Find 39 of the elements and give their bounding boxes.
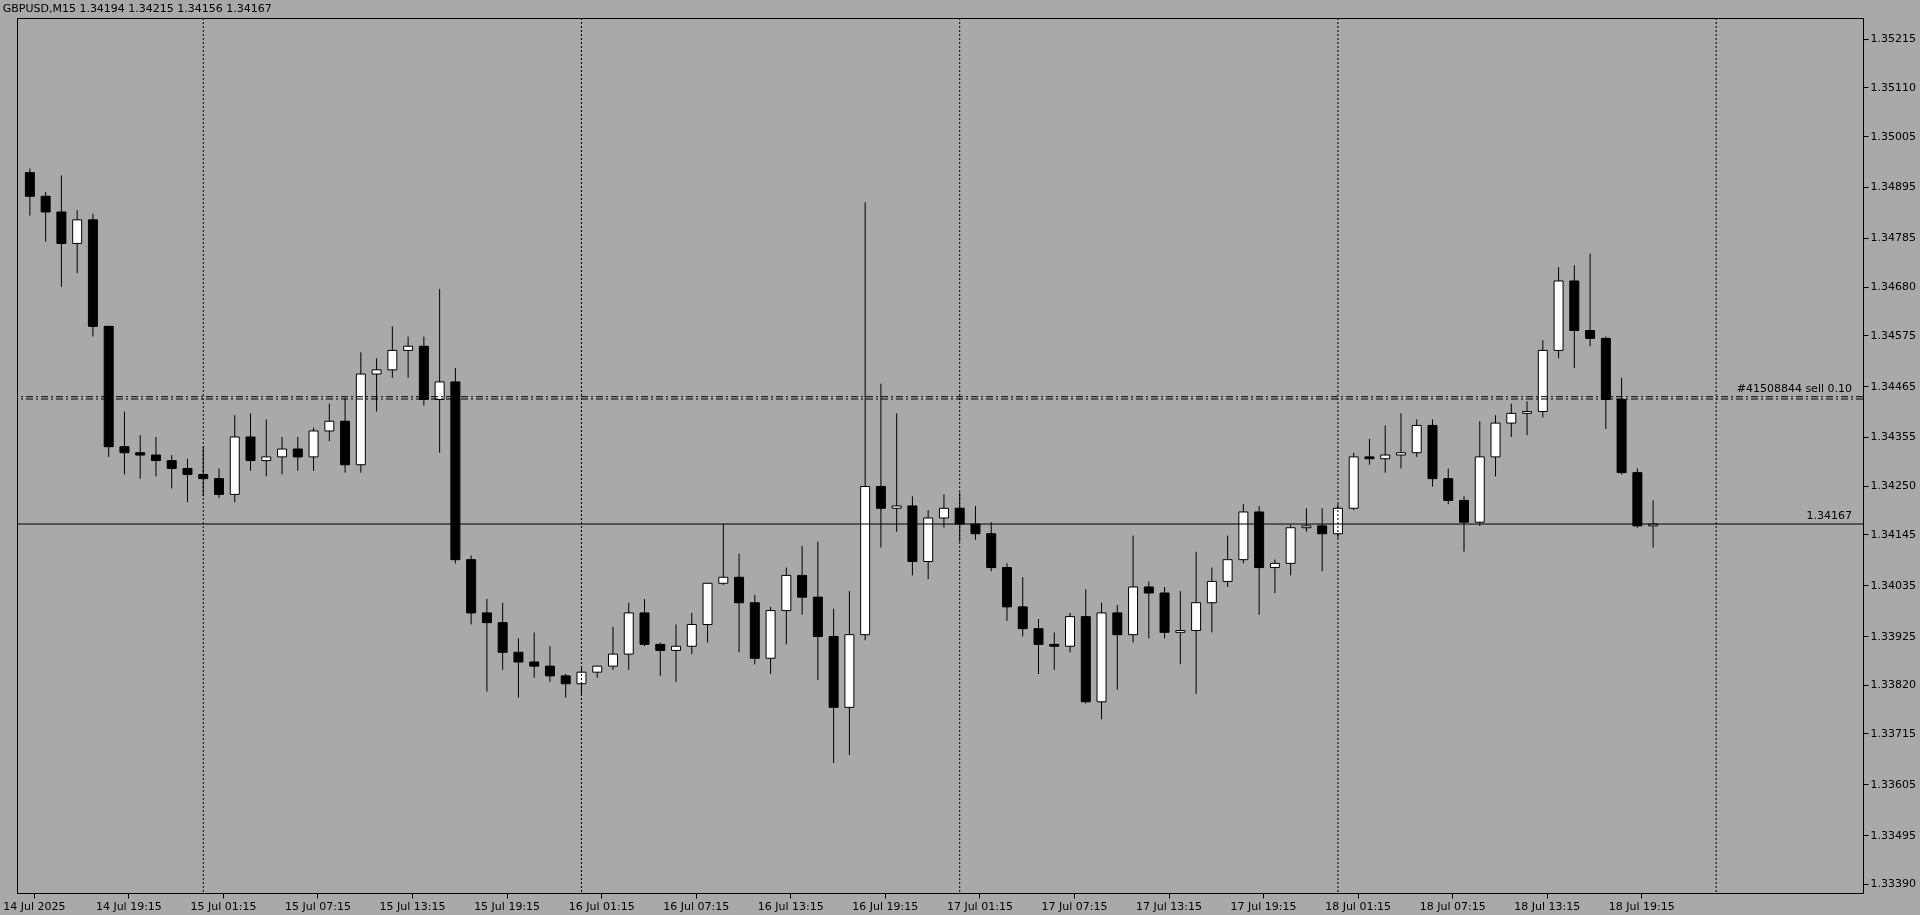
y-tick-label: 1.33820 bbox=[1870, 678, 1916, 692]
x-tick-label: 14 Jul 2025 bbox=[3, 899, 66, 913]
y-tick-label: 1.35110 bbox=[1870, 80, 1916, 94]
y-tick-label: 1.34145 bbox=[1870, 527, 1916, 541]
y-tick-label: 1.33495 bbox=[1870, 828, 1916, 842]
y-tick-label: 1.33715 bbox=[1870, 726, 1916, 740]
x-tick-label: 16 Jul 01:15 bbox=[568, 899, 635, 913]
x-tick-label: 18 Jul 07:15 bbox=[1419, 899, 1486, 913]
x-tick-label: 18 Jul 01:15 bbox=[1325, 899, 1392, 913]
x-tick-label: 18 Jul 19:15 bbox=[1608, 899, 1675, 913]
x-tick-label: 17 Jul 13:15 bbox=[1136, 899, 1202, 913]
y-tick-label: 1.34575 bbox=[1870, 328, 1916, 342]
x-tick-label: 15 Jul 13:15 bbox=[379, 899, 446, 913]
chart-title: GBPUSD,M15 1.34194 1.34215 1.34156 1.34167 bbox=[2, 1, 272, 15]
y-tick-label: 1.35215 bbox=[1870, 32, 1916, 46]
y-tick-label: 1.33390 bbox=[1870, 877, 1916, 891]
x-tick-label: 17 Jul 07:15 bbox=[1041, 899, 1108, 913]
x-tick-label: 16 Jul 07:15 bbox=[663, 899, 730, 913]
y-tick-label: 1.34465 bbox=[1870, 379, 1916, 393]
y-tick-label: 1.34895 bbox=[1870, 180, 1916, 194]
x-tick-label: 14 Jul 19:15 bbox=[95, 899, 162, 913]
y-tick-label: 1.33605 bbox=[1870, 777, 1916, 791]
x-tick-label: 17 Jul 01:15 bbox=[946, 899, 1013, 913]
y-tick-label: 1.34680 bbox=[1870, 280, 1916, 294]
y-tick-label: 1.35005 bbox=[1870, 129, 1916, 143]
y-tick-label: 1.34355 bbox=[1870, 430, 1916, 444]
x-tick-label: 15 Jul 07:15 bbox=[285, 899, 351, 913]
y-tick-label: 1.34250 bbox=[1870, 479, 1916, 493]
y-tick-label: 1.34035 bbox=[1870, 578, 1916, 592]
x-tick-label: 15 Jul 19:15 bbox=[474, 899, 541, 913]
y-tick-label: 1.33925 bbox=[1870, 629, 1916, 643]
ref-line-label: #41508844 sell 0.10 bbox=[1736, 381, 1852, 395]
x-tick-label: 15 Jul 01:15 bbox=[190, 899, 257, 913]
x-tick-label: 18 Jul 13:15 bbox=[1514, 899, 1581, 913]
ref-line-label: 1.34167 bbox=[1806, 509, 1852, 523]
x-tick-label: 16 Jul 19:15 bbox=[852, 899, 919, 913]
x-tick-label: 17 Jul 19:15 bbox=[1230, 899, 1297, 913]
y-tick-label: 1.34785 bbox=[1870, 231, 1916, 245]
x-tick-label: 16 Jul 13:15 bbox=[757, 899, 824, 913]
